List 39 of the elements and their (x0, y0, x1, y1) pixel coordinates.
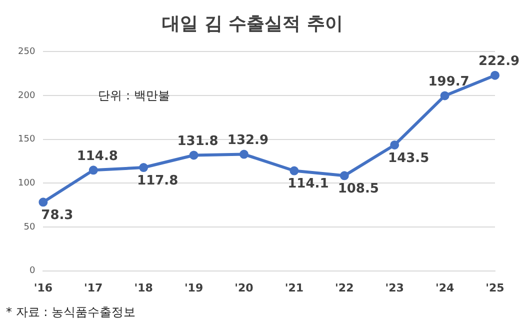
point (390, 140, 400, 150)
x-tick-label: '20 (234, 281, 254, 294)
data-label: 117.8 (137, 173, 178, 188)
y-tick-label: 0 (29, 266, 36, 276)
text: * 자료 : 농식품수출정보 (6, 304, 136, 321)
x-tick-label: '17 (84, 281, 103, 294)
x-tick-label: '16 (34, 281, 53, 294)
x-tick-label: '18 (134, 281, 153, 294)
point (139, 163, 148, 172)
x-tick-label: '22 (335, 281, 354, 294)
y-tick-label: 200 (18, 90, 36, 101)
y-tick-label: 100 (18, 178, 36, 188)
chart-title: 대일 김 수출실적 추이 (162, 13, 343, 34)
x-tick-label: '24 (435, 281, 454, 294)
point (88, 166, 98, 175)
point (290, 166, 299, 176)
data-label: 222.9 (478, 54, 520, 70)
point (340, 171, 349, 180)
data-label: 78.3 (41, 208, 74, 224)
data-label: 131.8 (177, 134, 218, 150)
y-tick-label: 150 (18, 134, 36, 145)
point (38, 198, 48, 207)
point (239, 150, 248, 159)
data-label: 114.1 (288, 176, 329, 192)
point (440, 91, 450, 100)
x-tick-label: '19 (184, 281, 204, 294)
data-label: 199.7 (428, 74, 470, 90)
data-label: 132.9 (227, 133, 269, 148)
data-label: 114.8 (76, 149, 118, 164)
x-tick-label: '21 (284, 281, 304, 294)
y-tick-label: 250 (18, 46, 36, 57)
data-label: 108.5 (338, 182, 379, 197)
point (189, 150, 198, 160)
annotation: 단위 : 백만불 (98, 88, 170, 103)
x-tick-label: '25 (486, 281, 504, 294)
point (490, 70, 500, 80)
y-tick-label: 50 (24, 222, 36, 232)
data-label: 143.5 (388, 150, 430, 166)
x-tick-label: '23 (385, 281, 404, 294)
